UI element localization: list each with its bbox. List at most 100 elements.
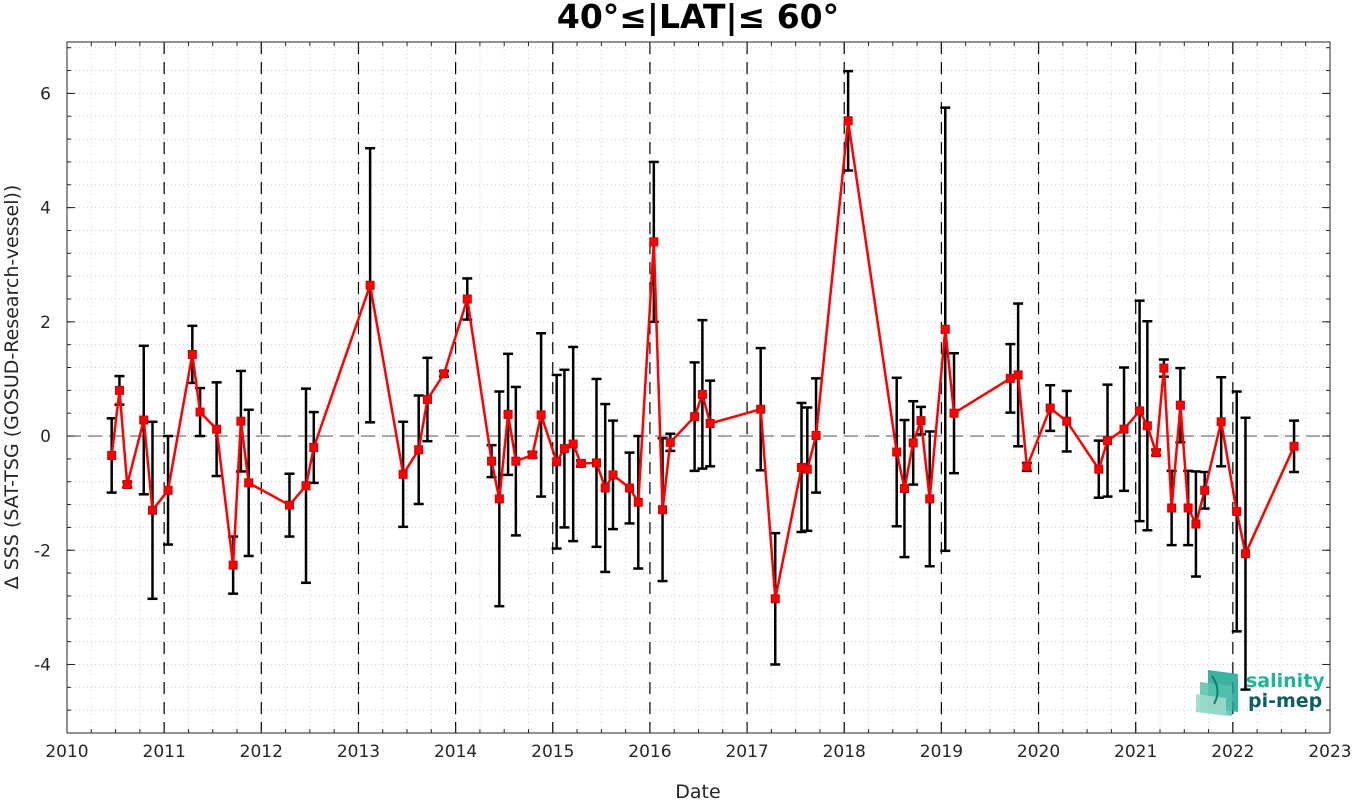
x-tick-label: 2013 bbox=[337, 742, 380, 762]
x-tick-label: 2015 bbox=[531, 742, 574, 762]
y-tick-label: -4 bbox=[34, 655, 51, 675]
data-point bbox=[1200, 485, 1210, 495]
x-tick-label: 2017 bbox=[725, 742, 768, 762]
data-point bbox=[568, 439, 578, 449]
data-point bbox=[1005, 373, 1015, 383]
year-separator-lines bbox=[163, 42, 1234, 733]
data-point bbox=[552, 457, 562, 467]
data-point bbox=[365, 280, 375, 290]
y-tick-label: -2 bbox=[34, 541, 51, 561]
data-point bbox=[1232, 506, 1242, 516]
data-point bbox=[1142, 421, 1152, 431]
data-point bbox=[1135, 406, 1145, 416]
y-tick-label: 6 bbox=[40, 84, 51, 104]
data-point bbox=[1103, 436, 1113, 446]
data-point bbox=[487, 456, 497, 466]
data-point bbox=[163, 485, 173, 495]
data-point bbox=[625, 483, 635, 493]
data-point bbox=[1289, 441, 1299, 451]
data-point bbox=[1167, 503, 1177, 513]
data-point bbox=[1151, 448, 1161, 458]
chart-title: 40°≤|LAT|≤ 60° bbox=[557, 0, 839, 36]
data-point bbox=[649, 237, 659, 247]
data-point bbox=[591, 458, 601, 468]
series-line bbox=[110, 120, 1296, 600]
data-point bbox=[187, 349, 197, 359]
data-point bbox=[536, 410, 546, 420]
data-point bbox=[1062, 416, 1072, 426]
data-point bbox=[462, 294, 472, 304]
data-point bbox=[1240, 549, 1250, 559]
data-point bbox=[503, 409, 513, 419]
data-point bbox=[925, 494, 935, 504]
salinity-pi-mep-logo: salinity pi-mep bbox=[1196, 670, 1325, 716]
error-bars bbox=[106, 69, 1300, 691]
data-point bbox=[228, 560, 238, 570]
data-point bbox=[511, 456, 521, 466]
data-point bbox=[439, 369, 449, 379]
data-point bbox=[658, 505, 668, 515]
data-point bbox=[892, 447, 902, 457]
data-point bbox=[633, 497, 643, 507]
data-point bbox=[494, 494, 504, 504]
data-point bbox=[147, 505, 157, 515]
data-point bbox=[940, 324, 950, 334]
data-point bbox=[811, 430, 821, 440]
data-point bbox=[236, 416, 246, 426]
x-tick-label: 2022 bbox=[1211, 742, 1254, 762]
data-point bbox=[559, 444, 569, 454]
x-tick-label: 2016 bbox=[628, 742, 671, 762]
data-point bbox=[527, 450, 537, 460]
data-point bbox=[139, 415, 149, 425]
data-point bbox=[1183, 503, 1193, 513]
y-tick-label: 2 bbox=[40, 313, 51, 333]
x-tick-label: 2011 bbox=[143, 742, 186, 762]
x-tick-label: 2014 bbox=[434, 742, 477, 762]
data-point bbox=[665, 437, 675, 447]
axis-ticks bbox=[66, 42, 1331, 734]
data-point bbox=[600, 483, 610, 493]
x-tick-label: 2023 bbox=[1308, 742, 1351, 762]
data-point bbox=[1216, 417, 1226, 427]
data-point bbox=[756, 404, 766, 414]
data-point bbox=[949, 408, 959, 418]
data-point bbox=[899, 484, 909, 494]
data-point bbox=[122, 480, 132, 490]
data-point bbox=[422, 394, 432, 404]
data-point bbox=[770, 594, 780, 604]
x-tick-label: 2012 bbox=[240, 742, 283, 762]
data-point bbox=[107, 450, 117, 460]
data-point bbox=[1175, 400, 1185, 410]
data-point bbox=[114, 385, 124, 395]
data-point bbox=[212, 424, 222, 434]
x-tick-label: 2021 bbox=[1114, 742, 1157, 762]
data-point bbox=[608, 470, 618, 480]
data-points bbox=[107, 116, 1299, 604]
data-point bbox=[705, 418, 715, 428]
x-tick-label: 2018 bbox=[823, 742, 866, 762]
data-point bbox=[1045, 403, 1055, 413]
data-point bbox=[244, 478, 254, 488]
data-point bbox=[195, 407, 205, 417]
data-point bbox=[309, 442, 319, 452]
data-point bbox=[843, 116, 853, 126]
logo-text-pi-mep: pi-mep bbox=[1248, 690, 1322, 712]
data-point bbox=[576, 458, 586, 468]
data-point bbox=[690, 412, 700, 422]
data-point bbox=[1119, 424, 1129, 434]
data-point bbox=[802, 464, 812, 474]
y-tick-label: 4 bbox=[40, 199, 51, 219]
data-point bbox=[697, 389, 707, 399]
logo-text-salinity: salinity bbox=[1246, 670, 1325, 692]
x-tick-label: 2019 bbox=[920, 742, 963, 762]
x-axis-label: Date bbox=[675, 781, 720, 801]
tick-labels: 2010 2011 2012 2013 2014 2015 2016 2017 2018 2019… bbox=[34, 84, 1352, 762]
data-point bbox=[284, 500, 294, 510]
data-point bbox=[1191, 519, 1201, 529]
y-axis-label: Δ SSS (SAT-TSG (GOSUD-Research-vessel)) bbox=[1, 185, 23, 590]
data-point bbox=[1013, 370, 1023, 380]
data-point bbox=[1022, 462, 1032, 472]
data-point bbox=[1159, 363, 1169, 373]
data-point bbox=[1094, 464, 1104, 474]
